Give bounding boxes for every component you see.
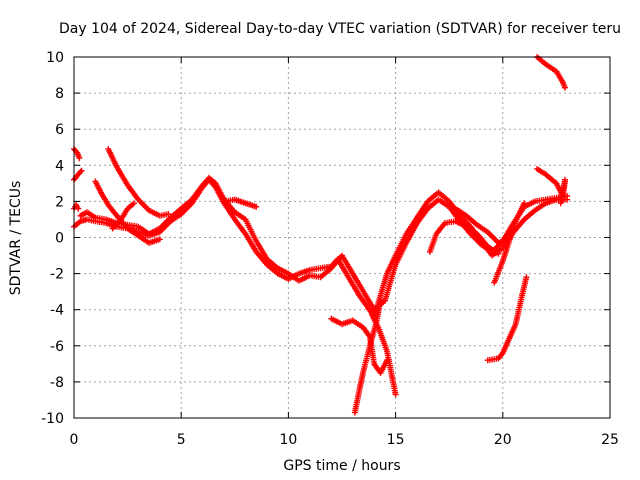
data-series-11 bbox=[351, 297, 384, 416]
data-point bbox=[521, 200, 528, 207]
data-point bbox=[495, 250, 502, 257]
y-tick-label: 10 bbox=[46, 50, 64, 66]
y-tick-label: 8 bbox=[55, 86, 64, 102]
x-tick-label: 5 bbox=[177, 432, 186, 448]
data-series-13 bbox=[426, 218, 502, 257]
data-series-12 bbox=[369, 312, 399, 398]
axis-ticks bbox=[73, 56, 611, 419]
data-point bbox=[523, 274, 530, 281]
y-tick-label: 0 bbox=[55, 231, 64, 247]
data-series-7 bbox=[105, 146, 172, 219]
y-tick-label: -2 bbox=[50, 267, 64, 283]
data-point bbox=[562, 176, 568, 183]
data-series-9 bbox=[221, 196, 260, 210]
data-series-3 bbox=[71, 202, 82, 212]
x-tick-label: 10 bbox=[279, 432, 297, 448]
data-series-16 bbox=[484, 274, 530, 364]
data-point bbox=[165, 211, 172, 217]
x-tick-label: 15 bbox=[387, 432, 405, 448]
x-axis-label: GPS time / hours bbox=[283, 458, 400, 474]
y-tick-label: -6 bbox=[50, 339, 64, 355]
data-point bbox=[77, 168, 84, 175]
data-point bbox=[377, 297, 384, 304]
x-tick-labels: 0 5 10 15 20 25 bbox=[70, 432, 619, 448]
data-point bbox=[76, 155, 83, 162]
y-tick-label: 2 bbox=[55, 194, 64, 210]
data-points bbox=[71, 54, 571, 416]
y-tick-label: 6 bbox=[55, 122, 64, 138]
data-series-17 bbox=[534, 54, 568, 91]
data-point bbox=[253, 203, 260, 210]
x-tick-label: 25 bbox=[601, 432, 619, 448]
data-series-8 bbox=[109, 200, 137, 232]
data-series-15 bbox=[491, 200, 528, 286]
data-point bbox=[392, 391, 399, 398]
y-tick-label: -8 bbox=[50, 375, 64, 391]
data-series-2 bbox=[71, 167, 85, 183]
data-series-6 bbox=[92, 178, 163, 246]
chart-title: Day 104 of 2024, Sidereal Day-to-day VTE… bbox=[59, 21, 621, 37]
x-tick-label: 20 bbox=[494, 432, 512, 448]
data-point bbox=[562, 84, 568, 91]
y-tick-label: 4 bbox=[55, 158, 64, 174]
grid bbox=[74, 57, 610, 418]
y-axis-label: SDTVAR / TECUs bbox=[8, 181, 24, 296]
data-series-19 bbox=[557, 176, 568, 207]
data-point bbox=[78, 167, 85, 174]
data-series-1 bbox=[71, 146, 83, 162]
x-tick-label: 0 bbox=[70, 432, 79, 448]
y-tick-label: -4 bbox=[50, 303, 64, 319]
y-tick-labels: -10 -8 -6 -4 -2 0 2 4 6 8 10 bbox=[41, 50, 64, 427]
data-point bbox=[156, 236, 163, 243]
data-series-14 bbox=[452, 205, 511, 246]
y-tick-label: -10 bbox=[41, 411, 64, 427]
data-point bbox=[75, 205, 82, 212]
data-point bbox=[131, 200, 137, 207]
